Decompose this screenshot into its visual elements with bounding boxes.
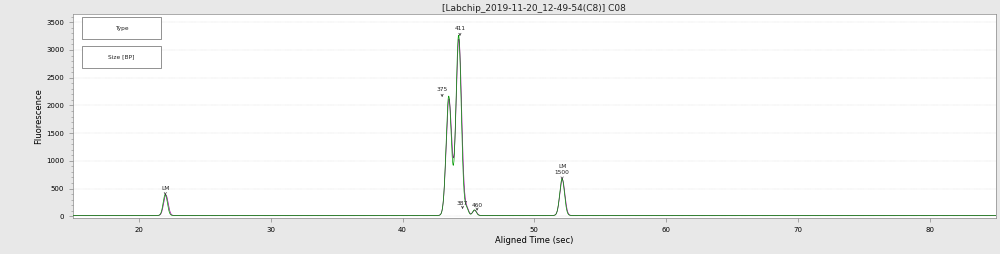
- Text: 460: 460: [471, 203, 483, 210]
- Text: LM
1500: LM 1500: [555, 164, 570, 179]
- Title: [Labchip_2019-11-20_12-49-54(C8)] C08: [Labchip_2019-11-20_12-49-54(C8)] C08: [442, 4, 626, 13]
- Text: 411: 411: [454, 26, 465, 36]
- X-axis label: Aligned Time (sec): Aligned Time (sec): [495, 236, 574, 245]
- Y-axis label: Fluorescence: Fluorescence: [34, 88, 43, 144]
- Text: Size [BP]: Size [BP]: [108, 54, 135, 59]
- Text: 387: 387: [457, 201, 468, 209]
- FancyBboxPatch shape: [82, 17, 161, 39]
- Text: Type: Type: [115, 26, 128, 31]
- Text: 375: 375: [436, 87, 448, 97]
- FancyBboxPatch shape: [82, 45, 161, 68]
- Text: LM: LM: [161, 186, 169, 195]
